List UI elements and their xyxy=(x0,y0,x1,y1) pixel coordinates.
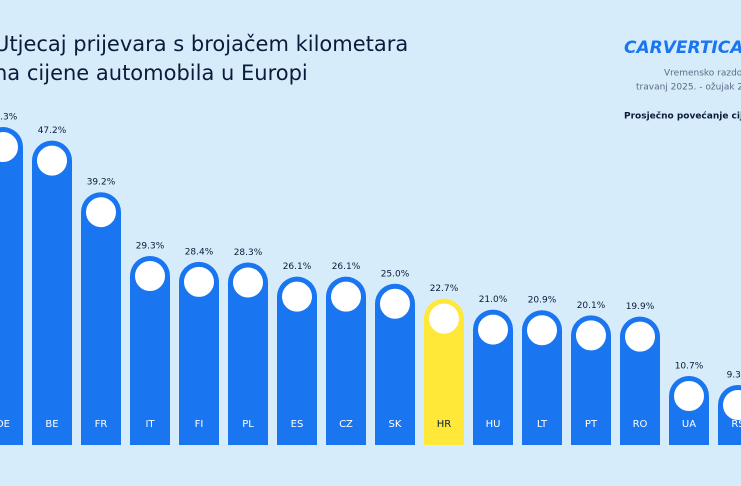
x-tick-label: DE xyxy=(0,419,10,430)
bar xyxy=(32,140,72,445)
value-label: 26.1% xyxy=(332,262,361,272)
bar xyxy=(473,309,513,445)
bar xyxy=(0,127,23,445)
bar xyxy=(522,310,562,445)
chart-title: na cijene automobila u Europi xyxy=(0,61,308,85)
value-label: 26.1% xyxy=(283,262,312,272)
bar xyxy=(375,283,415,445)
x-tick-label: HR xyxy=(437,419,452,430)
x-tick-label: BE xyxy=(45,419,58,430)
value-label: 20.9% xyxy=(528,296,557,306)
bar xyxy=(620,316,660,445)
value-label: 19.9% xyxy=(626,302,655,312)
flag xyxy=(37,145,67,176)
brand-logo: CARVERTICAL xyxy=(624,38,741,58)
x-tick-label: HU xyxy=(486,419,501,430)
x-tick-label: FI xyxy=(195,419,204,430)
bar xyxy=(130,256,170,445)
value-label: 9.3% xyxy=(727,371,741,381)
value-label: 28.4% xyxy=(185,247,214,257)
flag xyxy=(625,321,655,352)
x-tick-label: PT xyxy=(585,419,598,430)
flag xyxy=(527,315,557,346)
period: travanj 2025. - ožujak 2026. xyxy=(636,83,741,93)
flag xyxy=(380,288,410,319)
flag xyxy=(576,320,606,351)
value-label: 20.1% xyxy=(577,301,606,311)
flag xyxy=(478,314,508,345)
x-tick-label: ES xyxy=(291,419,304,430)
value-label: 25.0% xyxy=(381,269,410,279)
x-tick-label: SK xyxy=(389,419,402,430)
value-label: 21.0% xyxy=(479,295,508,305)
bar xyxy=(277,276,317,445)
bar xyxy=(228,262,268,445)
bar xyxy=(81,192,121,445)
flag xyxy=(135,261,165,292)
flag xyxy=(86,197,116,228)
flag xyxy=(674,380,704,411)
value-label: 10.7% xyxy=(675,361,704,371)
x-tick-label: PL xyxy=(242,419,254,430)
value-label: 47.2% xyxy=(38,126,67,136)
flag xyxy=(429,303,459,334)
value-label: 28.3% xyxy=(234,248,263,258)
bar xyxy=(424,298,464,445)
flag xyxy=(184,266,214,297)
bar xyxy=(326,276,366,445)
x-tick-label: FR xyxy=(95,419,108,430)
value-label: 39.2% xyxy=(87,178,116,188)
value-label: 49.3% xyxy=(0,113,18,123)
flag xyxy=(233,267,263,298)
x-tick-label: LT xyxy=(537,419,548,430)
flag xyxy=(282,281,312,312)
value-label: 29.3% xyxy=(136,242,165,252)
x-tick-label: CZ xyxy=(339,419,353,430)
flag xyxy=(723,390,741,421)
x-tick-label: RO xyxy=(633,419,648,430)
chart-title: Utjecaj prijevara s brojačem kilometara xyxy=(0,32,408,56)
flag xyxy=(0,132,18,163)
x-tick-label: UA xyxy=(682,419,696,430)
period-label: Vremensko razdoblje: xyxy=(664,69,741,79)
bar xyxy=(571,315,611,445)
x-tick-label: IT xyxy=(145,419,155,430)
legend-text: Prosječno povećanje cijene % xyxy=(624,111,741,122)
flag xyxy=(331,281,361,312)
bar xyxy=(179,261,219,445)
value-label: 22.7% xyxy=(430,284,459,294)
x-tick-label: RS xyxy=(731,419,741,430)
